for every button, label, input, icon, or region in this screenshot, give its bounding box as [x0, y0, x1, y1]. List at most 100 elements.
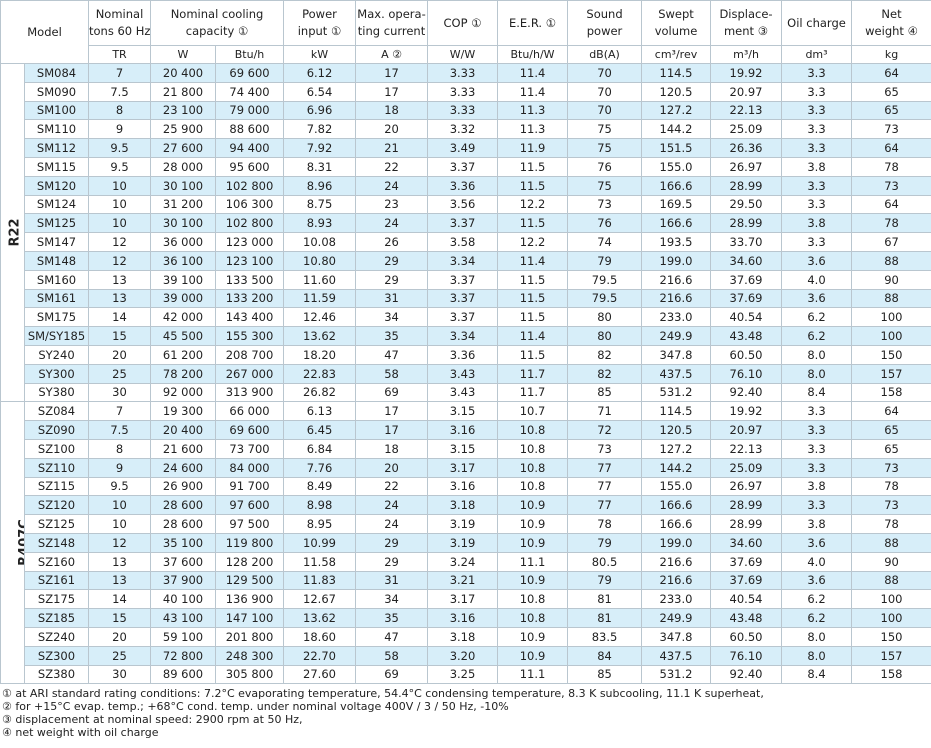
data-row: R22 SM084 7 20 400 69 600 6.12 17 3.33 11.4 70 114…	[0, 62, 931, 403]
cell: 144.2	[641, 457, 712, 478]
unit: cm³/rev	[641, 45, 712, 64]
footnote: ② for +15°C evap. temp.; +68°C cond. tem…	[2, 700, 509, 714]
cell: 78	[851, 476, 931, 497]
cell: 31	[355, 570, 429, 591]
cell: 3.36	[427, 344, 499, 365]
cell: 248 300	[214, 645, 285, 666]
cell: 114.5	[641, 401, 712, 422]
cell: 201 800	[214, 626, 285, 647]
cell: 73	[567, 194, 643, 215]
cell: 17	[355, 401, 429, 422]
header-line: power	[586, 24, 623, 38]
cell: 97 500	[214, 514, 285, 534]
cell: 10.80	[283, 250, 357, 271]
cell: 82	[567, 344, 643, 365]
model-cell: SM125	[24, 213, 89, 234]
model-cell: SZ380	[24, 664, 89, 685]
cell: 6.12	[283, 63, 357, 83]
model-cell: SM100	[24, 100, 89, 121]
cell: 20	[88, 626, 151, 647]
cell: 69 600	[214, 63, 285, 83]
cell: 20	[355, 119, 429, 140]
cell: 8.96	[283, 175, 357, 196]
cell: 42 000	[150, 307, 216, 328]
cell: 78	[567, 514, 643, 534]
unit: TR	[88, 45, 151, 64]
cell: 3.3	[781, 138, 853, 158]
cell: 3.3	[781, 438, 853, 459]
header-line: Nominal	[95, 7, 144, 21]
cell: 80	[567, 326, 643, 346]
cell: 90	[851, 269, 931, 290]
cell: 119 800	[214, 532, 285, 553]
cell: 79	[567, 250, 643, 271]
model-cell: SZ120	[24, 495, 89, 516]
cell: 13	[88, 551, 151, 572]
cell: 12.67	[283, 589, 357, 610]
cell: 47	[355, 626, 429, 647]
cell: 27.60	[283, 664, 357, 685]
cell: 59 100	[150, 626, 216, 647]
cell: 37.69	[710, 570, 783, 591]
cell: 84 000	[214, 457, 285, 478]
cell: 10.9	[497, 514, 569, 534]
cell: 85	[567, 382, 643, 403]
cell: 30	[88, 664, 151, 685]
cell: 36 100	[150, 250, 216, 271]
cell: 33.70	[710, 232, 783, 252]
cell: 106 300	[214, 194, 285, 215]
cell: 193.5	[641, 232, 712, 252]
cell: 347.8	[641, 344, 712, 365]
cell: 3.37	[427, 307, 499, 328]
cell: 20	[355, 457, 429, 478]
cell: 169.5	[641, 194, 712, 215]
cell: 158	[851, 382, 931, 403]
cell: 123 100	[214, 250, 285, 271]
cell: 47	[355, 344, 429, 365]
cell: 24	[355, 175, 429, 196]
data-row: SZ120 10 28 600 97 600 8.98 24 3.18 10.9 77 166.6…	[1, 495, 931, 516]
cell: 9	[88, 457, 151, 478]
cell: 73	[851, 495, 931, 516]
column-header: Oil charge	[781, 0, 853, 46]
header-line: Net	[881, 7, 902, 21]
cell: 69	[355, 382, 429, 403]
cell: 6.2	[781, 326, 853, 346]
cell: 10.9	[497, 570, 569, 591]
cell: 12.46	[283, 307, 357, 328]
model-cell: SY240	[24, 344, 89, 365]
data-row: SM148 12 36 100 123 100 10.80 29 3.34 11.4 79 199…	[1, 250, 931, 271]
data-row: SM160 13 39 100 133 500 11.60 29 3.37 11.5 79.5 2…	[1, 269, 931, 290]
model-cell: SM/SY185	[24, 326, 89, 346]
cell: 8.0	[781, 344, 853, 365]
header-row: Model Nominal tons 60 Hz Nominal cooling cap…	[0, 0, 931, 64]
data-row: SZ175 14 40 100 136 900 12.67 34 3.17 10.8 81 233…	[1, 589, 931, 610]
model-cell: SZ100	[24, 438, 89, 459]
cell: 71	[567, 401, 643, 422]
cell: 3.8	[781, 514, 853, 534]
cell: 437.5	[641, 363, 712, 384]
cell: 26 900	[150, 476, 216, 497]
cell: 10.8	[497, 608, 569, 628]
cell: 34	[355, 589, 429, 610]
cell: 11.3	[497, 100, 569, 121]
cell: 3.6	[781, 570, 853, 591]
cell: 3.15	[427, 401, 499, 422]
cell: 7	[88, 401, 151, 422]
cell: 127.2	[641, 438, 712, 459]
cell: 9.5	[88, 476, 151, 497]
cell: 20 400	[150, 420, 216, 440]
cell: 3.18	[427, 626, 499, 647]
cell: 3.34	[427, 326, 499, 346]
unit: kW	[283, 45, 357, 64]
model-header: Model	[0, 0, 89, 64]
cell: 166.6	[641, 495, 712, 516]
cell: 37 600	[150, 551, 216, 572]
cell: 11.5	[497, 175, 569, 196]
model-cell: SZ161	[24, 570, 89, 591]
cell: 127.2	[641, 100, 712, 121]
cell: 64	[851, 138, 931, 158]
column-header: E.E.R. ①	[497, 0, 569, 46]
column-header: COP ①	[427, 0, 499, 46]
data-row: SM120 10 30 100 102 800 8.96 24 3.36 11.5 75 166.…	[1, 175, 931, 196]
